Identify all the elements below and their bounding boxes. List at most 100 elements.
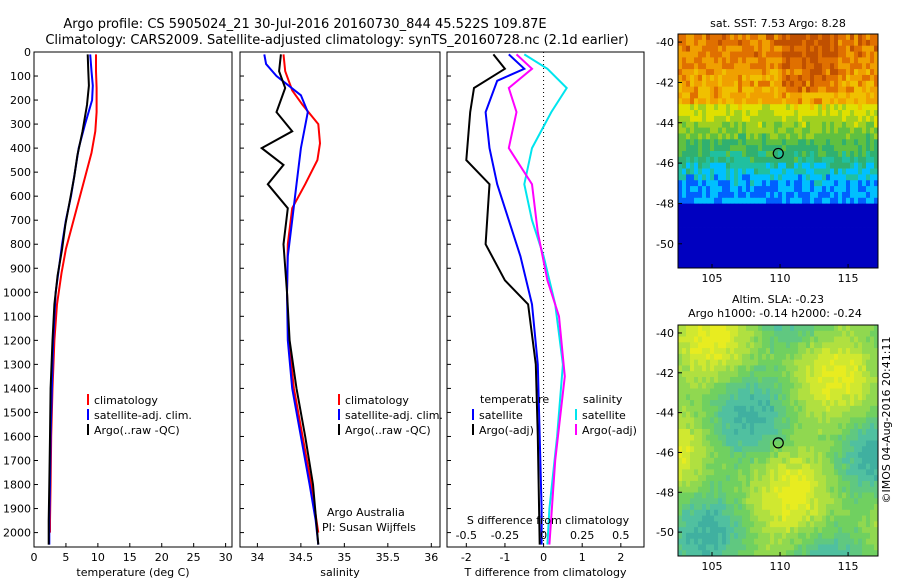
heatmap-cell <box>810 544 815 551</box>
heatmap-cell <box>866 145 871 152</box>
heatmap-cell <box>746 544 751 551</box>
heatmap-cell <box>866 197 871 205</box>
heatmap-cell <box>854 417 859 424</box>
heatmap-cell <box>794 238 799 245</box>
heatmap-cell <box>854 69 859 76</box>
heatmap-cell <box>686 376 691 384</box>
heatmap-cell <box>682 509 687 516</box>
heatmap-cell <box>782 104 787 111</box>
heatmap-cell <box>838 191 843 199</box>
heatmap-cell <box>750 127 755 134</box>
heatmap-cell <box>734 423 739 430</box>
heatmap-cell <box>838 110 843 117</box>
heatmap-cell <box>846 521 851 528</box>
heatmap-cell <box>794 521 799 528</box>
heatmap-cell <box>726 238 731 245</box>
heatmap-cell <box>818 457 823 465</box>
heatmap-cell <box>782 197 787 205</box>
heatmap-cell <box>838 440 843 447</box>
heatmap-cell <box>834 151 839 158</box>
heatmap-cell <box>714 34 719 41</box>
heatmap-cell <box>846 532 851 540</box>
heatmap-cell <box>786 492 791 499</box>
heatmap-cell <box>678 232 683 240</box>
heatmap-cell <box>718 39 723 47</box>
heatmap-cell <box>690 98 695 105</box>
heatmap-cell <box>682 51 687 58</box>
heatmap-cell <box>750 115 755 123</box>
heatmap-cell <box>734 440 739 447</box>
heatmap-cell <box>850 110 855 117</box>
heatmap-cell <box>862 550 867 557</box>
heatmap-cell <box>802 121 807 128</box>
heatmap-cell <box>702 342 707 349</box>
heatmap-cell <box>782 371 787 378</box>
heatmap-cell <box>870 388 875 395</box>
heatmap-cell <box>818 480 823 488</box>
heatmap-cell <box>798 388 803 395</box>
heatmap-cell <box>742 34 747 41</box>
heatmap-cell <box>746 238 751 245</box>
heatmap-cell <box>682 371 687 378</box>
heatmap-cell <box>726 221 731 228</box>
heatmap-cell <box>826 336 831 343</box>
heatmap-cell <box>682 365 687 372</box>
heatmap-cell <box>698 480 703 488</box>
heatmap-cell <box>726 336 731 343</box>
heatmap-cell <box>846 180 851 187</box>
heatmap-cell <box>702 92 707 99</box>
heatmap-cell <box>842 394 847 401</box>
heatmap-cell <box>822 382 827 389</box>
heatmap-cell <box>794 394 799 401</box>
heatmap-cell <box>738 492 743 499</box>
heatmap-cell <box>754 227 759 234</box>
heatmap-cell <box>726 139 731 146</box>
heatmap-cell <box>722 457 727 465</box>
heatmap-cell <box>682 250 687 257</box>
heatmap-cell <box>846 63 851 70</box>
heatmap-cell <box>698 115 703 123</box>
heatmap-cell <box>794 45 799 52</box>
heatmap-cell <box>730 197 735 205</box>
heatmap-cell <box>738 174 743 181</box>
x-tick-label: 25 <box>187 551 201 564</box>
heatmap-cell <box>746 80 751 88</box>
heatmap-cell <box>718 400 723 407</box>
heatmap-cell <box>834 480 839 488</box>
heatmap-cell <box>826 463 831 470</box>
heatmap-cell <box>702 256 707 263</box>
heatmap-cell <box>822 74 827 82</box>
heatmap-cell <box>758 139 763 146</box>
heatmap-cell <box>778 57 783 64</box>
heatmap-cell <box>718 51 723 58</box>
heatmap-cell <box>746 486 751 493</box>
heatmap-cell <box>778 336 783 343</box>
heatmap-cell <box>854 215 859 222</box>
heatmap-cell <box>770 115 775 123</box>
heatmap-cell <box>794 492 799 499</box>
heatmap-cell <box>802 127 807 134</box>
heatmap-cell <box>734 121 739 128</box>
heatmap-cell <box>754 359 759 366</box>
heatmap-cell <box>758 262 763 269</box>
heatmap-cell <box>726 544 731 551</box>
heatmap-cell <box>778 527 783 534</box>
heatmap-cell <box>830 34 835 41</box>
heatmap-cell <box>866 434 871 441</box>
heatmap-cell <box>718 256 723 263</box>
heatmap-cell <box>766 538 771 545</box>
heatmap-cell <box>790 133 795 140</box>
heatmap-cell <box>694 104 699 111</box>
y-tick-label: 800 <box>10 238 31 251</box>
heatmap-cell <box>862 232 867 240</box>
heatmap-cell <box>766 544 771 551</box>
legend-label-s-satellite: satellite <box>582 409 626 422</box>
heatmap-cell <box>874 151 879 158</box>
heatmap-cell <box>830 180 835 187</box>
heatmap-cell <box>858 527 863 534</box>
heatmap-cell <box>762 550 767 557</box>
heatmap-cell <box>686 544 691 551</box>
heatmap-cell <box>694 115 699 123</box>
heatmap-cell <box>870 348 875 355</box>
heatmap-cell <box>718 527 723 534</box>
